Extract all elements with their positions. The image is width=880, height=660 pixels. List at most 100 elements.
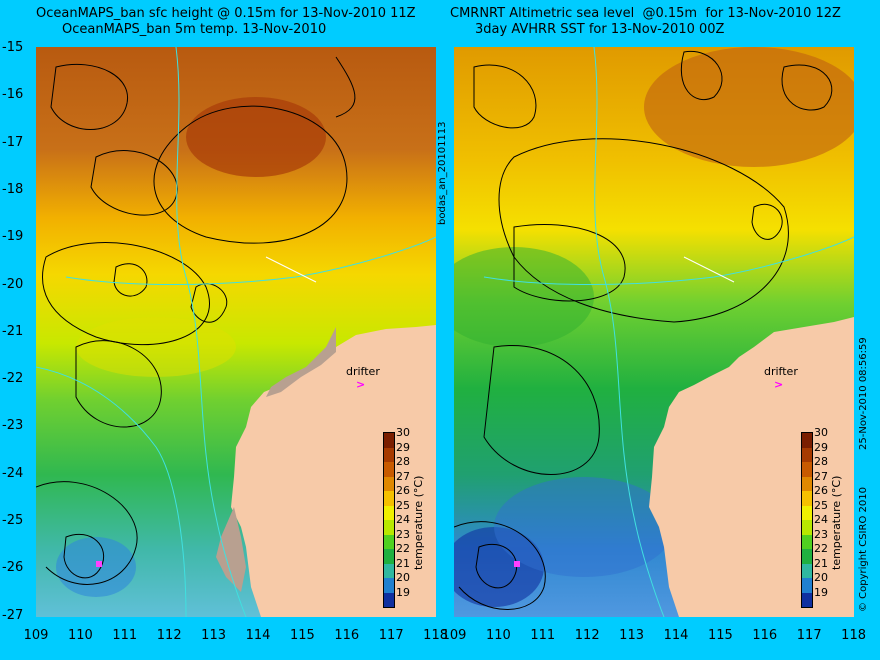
colorbar-swatch <box>384 520 394 535</box>
colorbar-swatch <box>802 447 812 462</box>
center-run-label: bodas_an_20101113 <box>437 121 448 225</box>
drifter-arrow-icon: > <box>774 378 784 391</box>
x-tick-label: 110 <box>67 628 93 643</box>
colorbar-tick-label: 21 <box>814 556 828 570</box>
x-tick-label: 109 <box>441 628 467 643</box>
colorbar-swatch <box>802 578 812 593</box>
colorbar-tick-label: 25 <box>396 498 410 512</box>
y-tick-label: -16 <box>2 87 24 103</box>
colorbar-swatch <box>384 462 394 477</box>
colorbar-swatch <box>802 476 812 491</box>
x-tick-label: 116 <box>334 628 360 643</box>
x-tick-label: 111 <box>112 628 138 643</box>
colorbar-tick-label: 23 <box>396 527 410 541</box>
y-tick-label: -18 <box>2 181 24 197</box>
colorbar-swatch <box>384 447 394 462</box>
colorbar-tick-label: 28 <box>814 455 828 468</box>
drifter-label-right: drifter > <box>764 365 798 391</box>
colorbar-swatch <box>802 462 812 477</box>
colorbar-tick-label: 20 <box>396 571 410 584</box>
y-tick-label: -15 <box>2 40 24 55</box>
colorbar-tick-label: 24 <box>814 513 828 526</box>
y-tick-label: -20 <box>2 276 24 292</box>
y-tick-label: -26 <box>2 560 24 576</box>
colorbar-tick-label: 19 <box>814 585 828 599</box>
drifter-text: drifter <box>346 365 380 378</box>
colorbar-swatch <box>802 534 812 549</box>
colorbar-tick-label: 22 <box>396 542 410 555</box>
colorbar-tick-label: 27 <box>396 469 410 483</box>
colorbar-tick-label: 30 <box>396 426 410 439</box>
drifter-marker-left <box>96 561 102 567</box>
colorbar-swatch <box>384 433 394 448</box>
colorbar-swatch <box>802 563 812 578</box>
colorbar-swatch <box>384 476 394 491</box>
drifter-text: drifter <box>764 365 798 378</box>
y-tick-label: -27 <box>2 607 24 623</box>
colorbar-tick-label: 22 <box>814 542 828 555</box>
x-tick-label: 113 <box>201 628 227 643</box>
right-title-line1: CMRNRT Altimetric sea level @0.15m for 1… <box>450 6 841 21</box>
y-tick-label: -24 <box>2 465 24 481</box>
x-tick-label: 115 <box>289 628 315 643</box>
drifter-marker-right <box>514 561 520 567</box>
x-tick-label: 117 <box>378 628 404 643</box>
colorbar-swatch <box>802 592 812 607</box>
left-title-line2: OceanMAPS_ban 5m temp. 13-Nov-2010 <box>62 22 327 37</box>
colorbar-tick-label: 29 <box>814 440 828 454</box>
right-map-svg <box>454 47 854 617</box>
colorbar-tick-label: 29 <box>396 440 410 454</box>
x-tick-label: 111 <box>530 628 556 643</box>
colorbar-swatch <box>384 534 394 549</box>
x-tick-label: 110 <box>485 628 511 643</box>
x-tick-label: 118 <box>841 628 867 643</box>
colorbar-swatch <box>384 505 394 520</box>
y-tick-label: -21 <box>2 323 24 339</box>
colorbar-tick-label: 19 <box>396 585 410 599</box>
colorbar-swatch <box>802 491 812 506</box>
colorbar-tick-label: 23 <box>814 527 828 541</box>
colorbar-right-title: temperature (°C) <box>830 475 843 570</box>
colorbar-left-title: temperature (°C) <box>412 475 425 570</box>
y-tick-label: -22 <box>2 371 24 387</box>
colorbar-tick-label: 20 <box>814 571 828 584</box>
x-tick-label: 118 <box>423 628 449 643</box>
colorbar-tick-label: 24 <box>396 513 410 526</box>
colorbar-swatch <box>802 505 812 520</box>
colorbar-tick-label: 26 <box>814 484 828 497</box>
x-tick-label: 116 <box>752 628 778 643</box>
colorbar-swatch <box>384 563 394 578</box>
x-tick-label: 115 <box>707 628 733 643</box>
colorbar-tick-label: 26 <box>396 484 410 497</box>
left-map-panel <box>36 47 436 617</box>
left-map-svg <box>36 47 436 617</box>
colorbar-tick-label: 27 <box>814 469 828 483</box>
colorbar-right <box>801 432 813 608</box>
right-title-line2: 3day AVHRR SST for 13-Nov-2010 00Z <box>475 22 725 37</box>
colorbar-left <box>383 432 395 608</box>
x-tick-label: 109 <box>23 628 49 643</box>
colorbar-tick-label: 25 <box>814 498 828 512</box>
colorbar-swatch <box>384 578 394 593</box>
timestamp-label: 25-Nov-2010 08:56:59 <box>858 337 869 450</box>
copyright-label: © Copyright CSIRO 2010 <box>858 487 869 612</box>
drifter-arrow-icon: > <box>356 378 366 391</box>
y-tick-label: -23 <box>2 418 24 434</box>
y-tick-label: -25 <box>2 513 24 528</box>
colorbar-swatch <box>802 549 812 564</box>
x-tick-label: 114 <box>245 628 271 643</box>
right-map-panel <box>454 47 854 617</box>
y-tick-label: -17 <box>2 134 24 150</box>
colorbar-swatch <box>384 491 394 506</box>
colorbar-tick-label: 21 <box>396 556 410 570</box>
x-tick-label: 114 <box>663 628 689 643</box>
drifter-label-left: drifter > <box>346 365 380 391</box>
colorbar-swatch <box>802 520 812 535</box>
x-tick-label: 112 <box>574 628 600 643</box>
colorbar-swatch <box>384 549 394 564</box>
x-tick-label: 112 <box>156 628 182 643</box>
colorbar-swatch <box>384 592 394 607</box>
left-title-line1: OceanMAPS_ban sfc height @ 0.15m for 13-… <box>36 6 416 21</box>
colorbar-swatch <box>802 433 812 448</box>
y-tick-label: -19 <box>2 229 24 245</box>
